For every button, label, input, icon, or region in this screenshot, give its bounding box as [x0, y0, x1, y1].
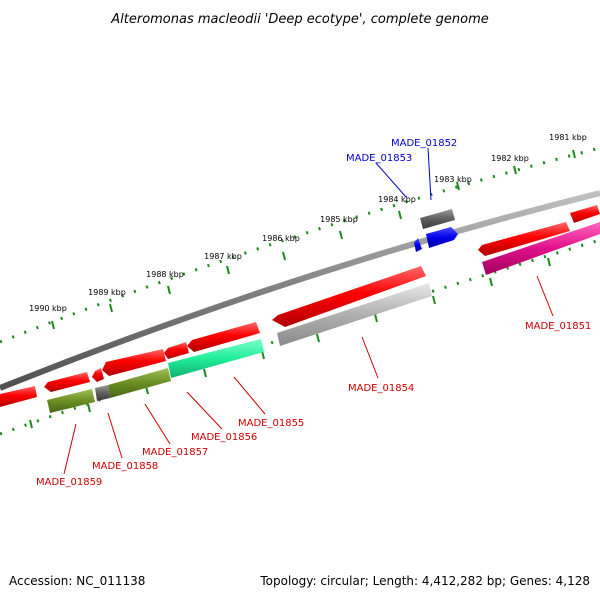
gene-feature-MADE_01851 [482, 222, 600, 275]
gene-label-MADE_01852: MADE_01852 [391, 138, 457, 149]
leader-lines [63, 147, 554, 475]
gene-feature-MADE_01859 [47, 389, 95, 413]
gene-feature-MADE_01858 [95, 385, 110, 401]
scale-label-1987: 1987 kbp [204, 252, 242, 261]
genome-summary-text: Topology: circular; Length: 4,412,282 bp… [260, 574, 590, 588]
gene-label-MADE_01851: MADE_01851 [525, 321, 591, 332]
gene-label-MADE_01856: MADE_01856 [191, 432, 257, 443]
gene-label-MADE_01854: MADE_01854 [348, 383, 414, 394]
scale-label-1986: 1986 kbp [262, 234, 300, 243]
gene-label-MADE_01859: MADE_01859 [36, 477, 102, 488]
gene-label-MADE_01857: MADE_01857 [142, 447, 208, 458]
accession-text: Accession: NC_011138 [9, 574, 146, 588]
scale-label-1990: 1990 kbp [29, 304, 67, 313]
gene-label-MADE_01858: MADE_01858 [92, 461, 158, 472]
outer-major-ticks [51, 149, 576, 330]
gene-feature-reverse [164, 342, 189, 359]
gene-feature-MADE_01855 [168, 339, 264, 378]
gene-feature-reverse [187, 322, 260, 352]
scale-label-1985: 1985 kbp [320, 215, 358, 224]
gene-feature-reverse [272, 266, 426, 327]
gene-feature-MADE_01856 [108, 368, 171, 398]
gene-feature-MADE_01853-small [414, 238, 422, 252]
scale-label-1982: 1982 kbp [491, 154, 529, 163]
gene-feature-MADE_01852 [420, 209, 455, 229]
gene-label-MADE_01855: MADE_01855 [238, 418, 304, 429]
scale-label-1988: 1988 kbp [146, 270, 184, 279]
scale-label-1984: 1984 kbp [378, 195, 416, 204]
scale-label-1983: 1983 kbp [434, 175, 472, 184]
gene-feature-reverse [92, 368, 104, 382]
gene-feature-reverse [478, 222, 570, 256]
scale-label-1989: 1989 kbp [88, 288, 126, 297]
gene-feature-reverse [44, 372, 90, 392]
scale-label-1981: 1981 kbp [549, 133, 587, 142]
gene-feature-reverse [570, 205, 600, 223]
gene-feature-reverse [102, 349, 166, 376]
map-title: Alteromonas macleodii 'Deep ecotype', co… [110, 12, 488, 27]
gene-feature-MADE_01854 [277, 283, 432, 346]
gene-feature-reverse [0, 386, 37, 407]
gene-feature-MADE_01853 [426, 227, 458, 248]
genome-backbone [0, 190, 600, 391]
gene-label-MADE_01853: MADE_01853 [346, 153, 412, 164]
